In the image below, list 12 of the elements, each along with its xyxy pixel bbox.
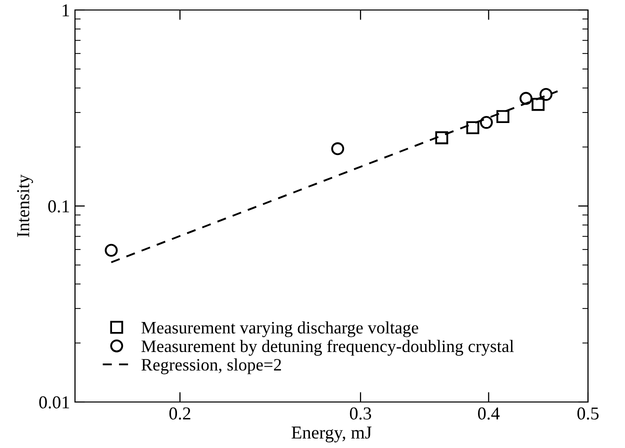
legend-label: Regression, slope=2 (141, 358, 281, 374)
x-tick-label: 0.2 (169, 407, 190, 420)
x-tick-label: 0.5 (577, 407, 599, 420)
legend-label: Measurement varying discharge voltage (141, 321, 418, 338)
x-tick-label: 0.3 (350, 407, 372, 420)
y-tick-label: 1 (62, 4, 70, 16)
x-axis-title: Energy, mJ (292, 426, 372, 442)
y-tick-label: 0.1 (48, 200, 70, 213)
legend-label: Measurement by detuning frequency-doubling crystal (141, 340, 514, 356)
y-axis-title: Intensity (17, 174, 33, 237)
x-tick-label: 0.4 (478, 407, 500, 420)
y-tick-label: 0.01 (39, 396, 70, 409)
